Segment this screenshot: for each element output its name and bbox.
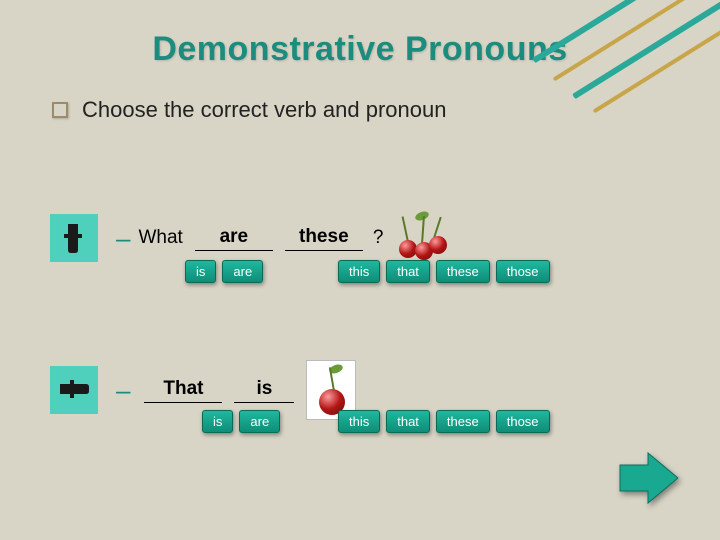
pronoun-those-button[interactable]: those [496, 410, 550, 433]
row2-verb-buttons: is are [202, 410, 280, 433]
pronoun-these-button[interactable]: these [436, 260, 490, 283]
pronoun-that-button[interactable]: that [386, 260, 430, 283]
dash-bullet: – [116, 223, 130, 254]
question-row-1: – What are these ? [50, 210, 451, 266]
cherries-multiple-image [391, 210, 451, 266]
row1-suffix: ? [373, 227, 384, 249]
row1-pronoun-buttons: this that these those [338, 260, 550, 283]
instruction-line: Choose the correct verb and pronoun [52, 97, 720, 123]
row1-blank-verb: are [195, 226, 273, 251]
pointing-hand-down-icon [50, 214, 98, 262]
verb-are-button[interactable]: are [239, 410, 280, 433]
verb-is-button[interactable]: is [202, 410, 233, 433]
row1-prefix: What [138, 227, 182, 249]
row1-verb-buttons: is are [185, 260, 263, 283]
verb-are-button[interactable]: are [222, 260, 263, 283]
pronoun-this-button[interactable]: this [338, 410, 380, 433]
pronoun-those-button[interactable]: those [496, 260, 550, 283]
next-arrow-button[interactable] [618, 451, 680, 510]
row1-blank-pronoun: these [285, 226, 363, 251]
bullet-square-icon [52, 102, 68, 118]
row2-pronoun-buttons: this that these those [338, 410, 550, 433]
verb-is-button[interactable]: is [185, 260, 216, 283]
row2-blank-pronoun: That [144, 378, 222, 403]
page-title: Demonstrative Pronouns [0, 0, 720, 69]
pronoun-this-button[interactable]: this [338, 260, 380, 283]
dash-bullet: – [116, 375, 130, 406]
pronoun-these-button[interactable]: these [436, 410, 490, 433]
row2-blank-verb: is [234, 378, 294, 403]
instruction-text: Choose the correct verb and pronoun [82, 97, 446, 123]
pointing-hand-right-icon [50, 366, 98, 414]
pronoun-that-button[interactable]: that [386, 410, 430, 433]
